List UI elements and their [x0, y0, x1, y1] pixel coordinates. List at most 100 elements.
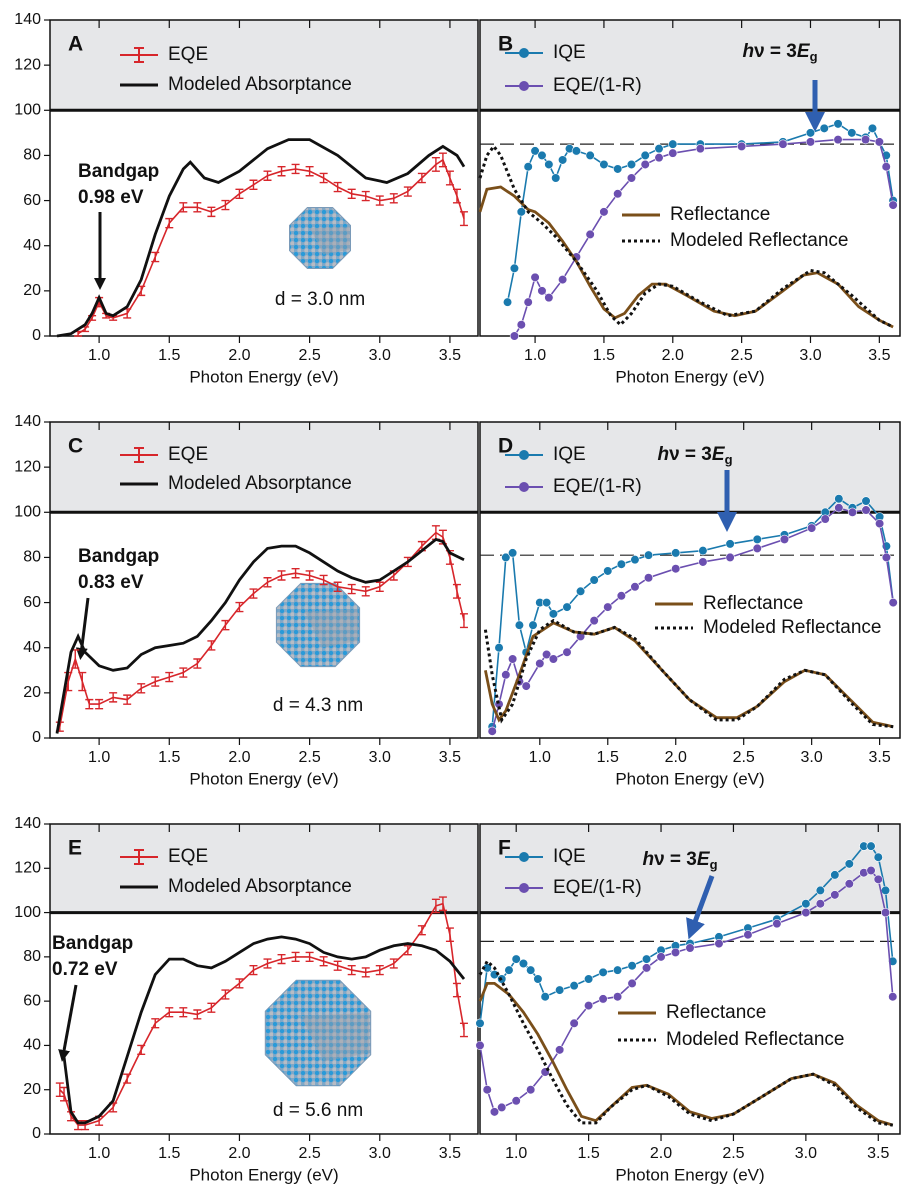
x-tick-label: 3.0: [795, 1145, 817, 1162]
y-tick-label: 20: [23, 1081, 41, 1098]
data-point: [867, 866, 876, 875]
y-tick-label: 60: [23, 992, 41, 1009]
data-point: [671, 948, 680, 957]
error-bar: [432, 526, 440, 540]
data-point: [524, 298, 533, 307]
data-point: [503, 298, 512, 307]
data-point: [644, 551, 653, 560]
data-point: [806, 138, 815, 147]
energy-annotation: hν = 3Eg: [742, 41, 817, 64]
x-tick-label: 1.5: [593, 347, 615, 364]
x-tick-label: 2.5: [298, 347, 320, 364]
x-tick-label: 3.5: [868, 749, 890, 766]
bandgap-value: 0.72 eV: [52, 959, 118, 980]
data-point: [613, 966, 622, 975]
error-bar: [249, 180, 257, 189]
x-axis-label: Photon Energy (eV): [189, 367, 338, 386]
data-point: [510, 332, 519, 341]
x-tick-label: 1.0: [505, 1145, 527, 1162]
error-bar: [151, 252, 159, 261]
data-point: [627, 160, 636, 169]
inset-label: d = 3.0 nm: [275, 289, 365, 310]
y-tick-label: 0: [32, 729, 41, 746]
data-point: [488, 727, 497, 736]
shaded-region: [480, 20, 900, 110]
y-tick-label: 140: [14, 11, 41, 28]
data-point: [889, 598, 898, 607]
data-point: [600, 160, 609, 169]
data-point: [541, 992, 550, 1001]
series-line: [485, 623, 893, 727]
data-point: [495, 643, 504, 652]
data-point: [699, 546, 708, 555]
x-tick-label: 1.5: [597, 749, 619, 766]
x-tick-label: 1.0: [88, 749, 110, 766]
data-point: [538, 287, 547, 296]
energy-annotation-part: g: [725, 452, 733, 467]
y-tick-label: 60: [23, 594, 41, 611]
data-point: [641, 160, 650, 169]
legend-label: EQE/(1-R): [553, 877, 642, 898]
legend-label: EQE: [168, 444, 208, 465]
data-point: [834, 120, 843, 129]
x-tick-label: 3.5: [867, 1145, 889, 1162]
error-bar: [453, 189, 461, 203]
y-tick-label: 20: [23, 282, 41, 299]
data-point: [613, 992, 622, 1001]
data-point: [875, 519, 884, 528]
data-point: [816, 886, 825, 895]
x-tick-label: 2.0: [228, 347, 250, 364]
bandgap-value: 0.83 eV: [78, 572, 144, 593]
y-tick-label: 80: [23, 549, 41, 566]
y-tick-label: 120: [14, 56, 41, 73]
data-point: [644, 573, 653, 582]
data-point: [881, 886, 890, 895]
data-point: [570, 1019, 579, 1028]
y-tick-label: 40: [23, 237, 41, 254]
error-bar: [446, 928, 454, 941]
error-bar: [460, 614, 468, 628]
data-point: [834, 135, 843, 144]
data-point: [628, 979, 637, 988]
error-bar: [151, 677, 159, 686]
data-point: [600, 208, 609, 217]
data-point: [505, 966, 514, 975]
data-point: [753, 535, 762, 544]
x-tick-label: 2.5: [298, 1145, 320, 1162]
data-point: [642, 955, 651, 964]
series-line: [57, 539, 464, 733]
x-tick-label: 3.0: [369, 1145, 391, 1162]
x-tick-label: 3.0: [801, 749, 823, 766]
x-tick-label: 2.5: [298, 749, 320, 766]
x-tick-label: 2.0: [228, 1145, 250, 1162]
data-point: [542, 598, 551, 607]
legend-label: Modeled Reflectance: [666, 1029, 845, 1050]
x-axis-label: Photon Energy (eV): [189, 1165, 338, 1184]
data-point: [510, 264, 519, 273]
x-tick-label: 1.5: [577, 1145, 599, 1162]
bandgap-label: Bandgap: [52, 933, 133, 954]
data-point: [526, 1085, 535, 1094]
data-point: [696, 144, 705, 153]
data-point: [617, 592, 626, 601]
error-bar: [264, 171, 272, 180]
data-point: [845, 879, 854, 888]
bandgap-value: 0.98 eV: [78, 187, 144, 208]
data-point: [522, 682, 531, 691]
data-point: [874, 853, 883, 862]
data-point: [531, 273, 540, 282]
data-point: [807, 524, 816, 533]
data-point: [502, 671, 511, 680]
y-tick-label: 100: [14, 904, 41, 921]
x-tick-label: 1.5: [158, 347, 180, 364]
x-tick-label: 2.0: [662, 347, 684, 364]
y-tick-label: 40: [23, 1037, 41, 1054]
data-point: [821, 515, 830, 524]
legend-label: IQE: [553, 444, 586, 465]
data-point: [631, 582, 640, 591]
data-point: [628, 961, 637, 970]
y-tick-label: 100: [14, 102, 41, 119]
data-point: [558, 156, 567, 165]
error-bar: [453, 983, 461, 996]
x-tick-label: 3.5: [439, 1145, 461, 1162]
